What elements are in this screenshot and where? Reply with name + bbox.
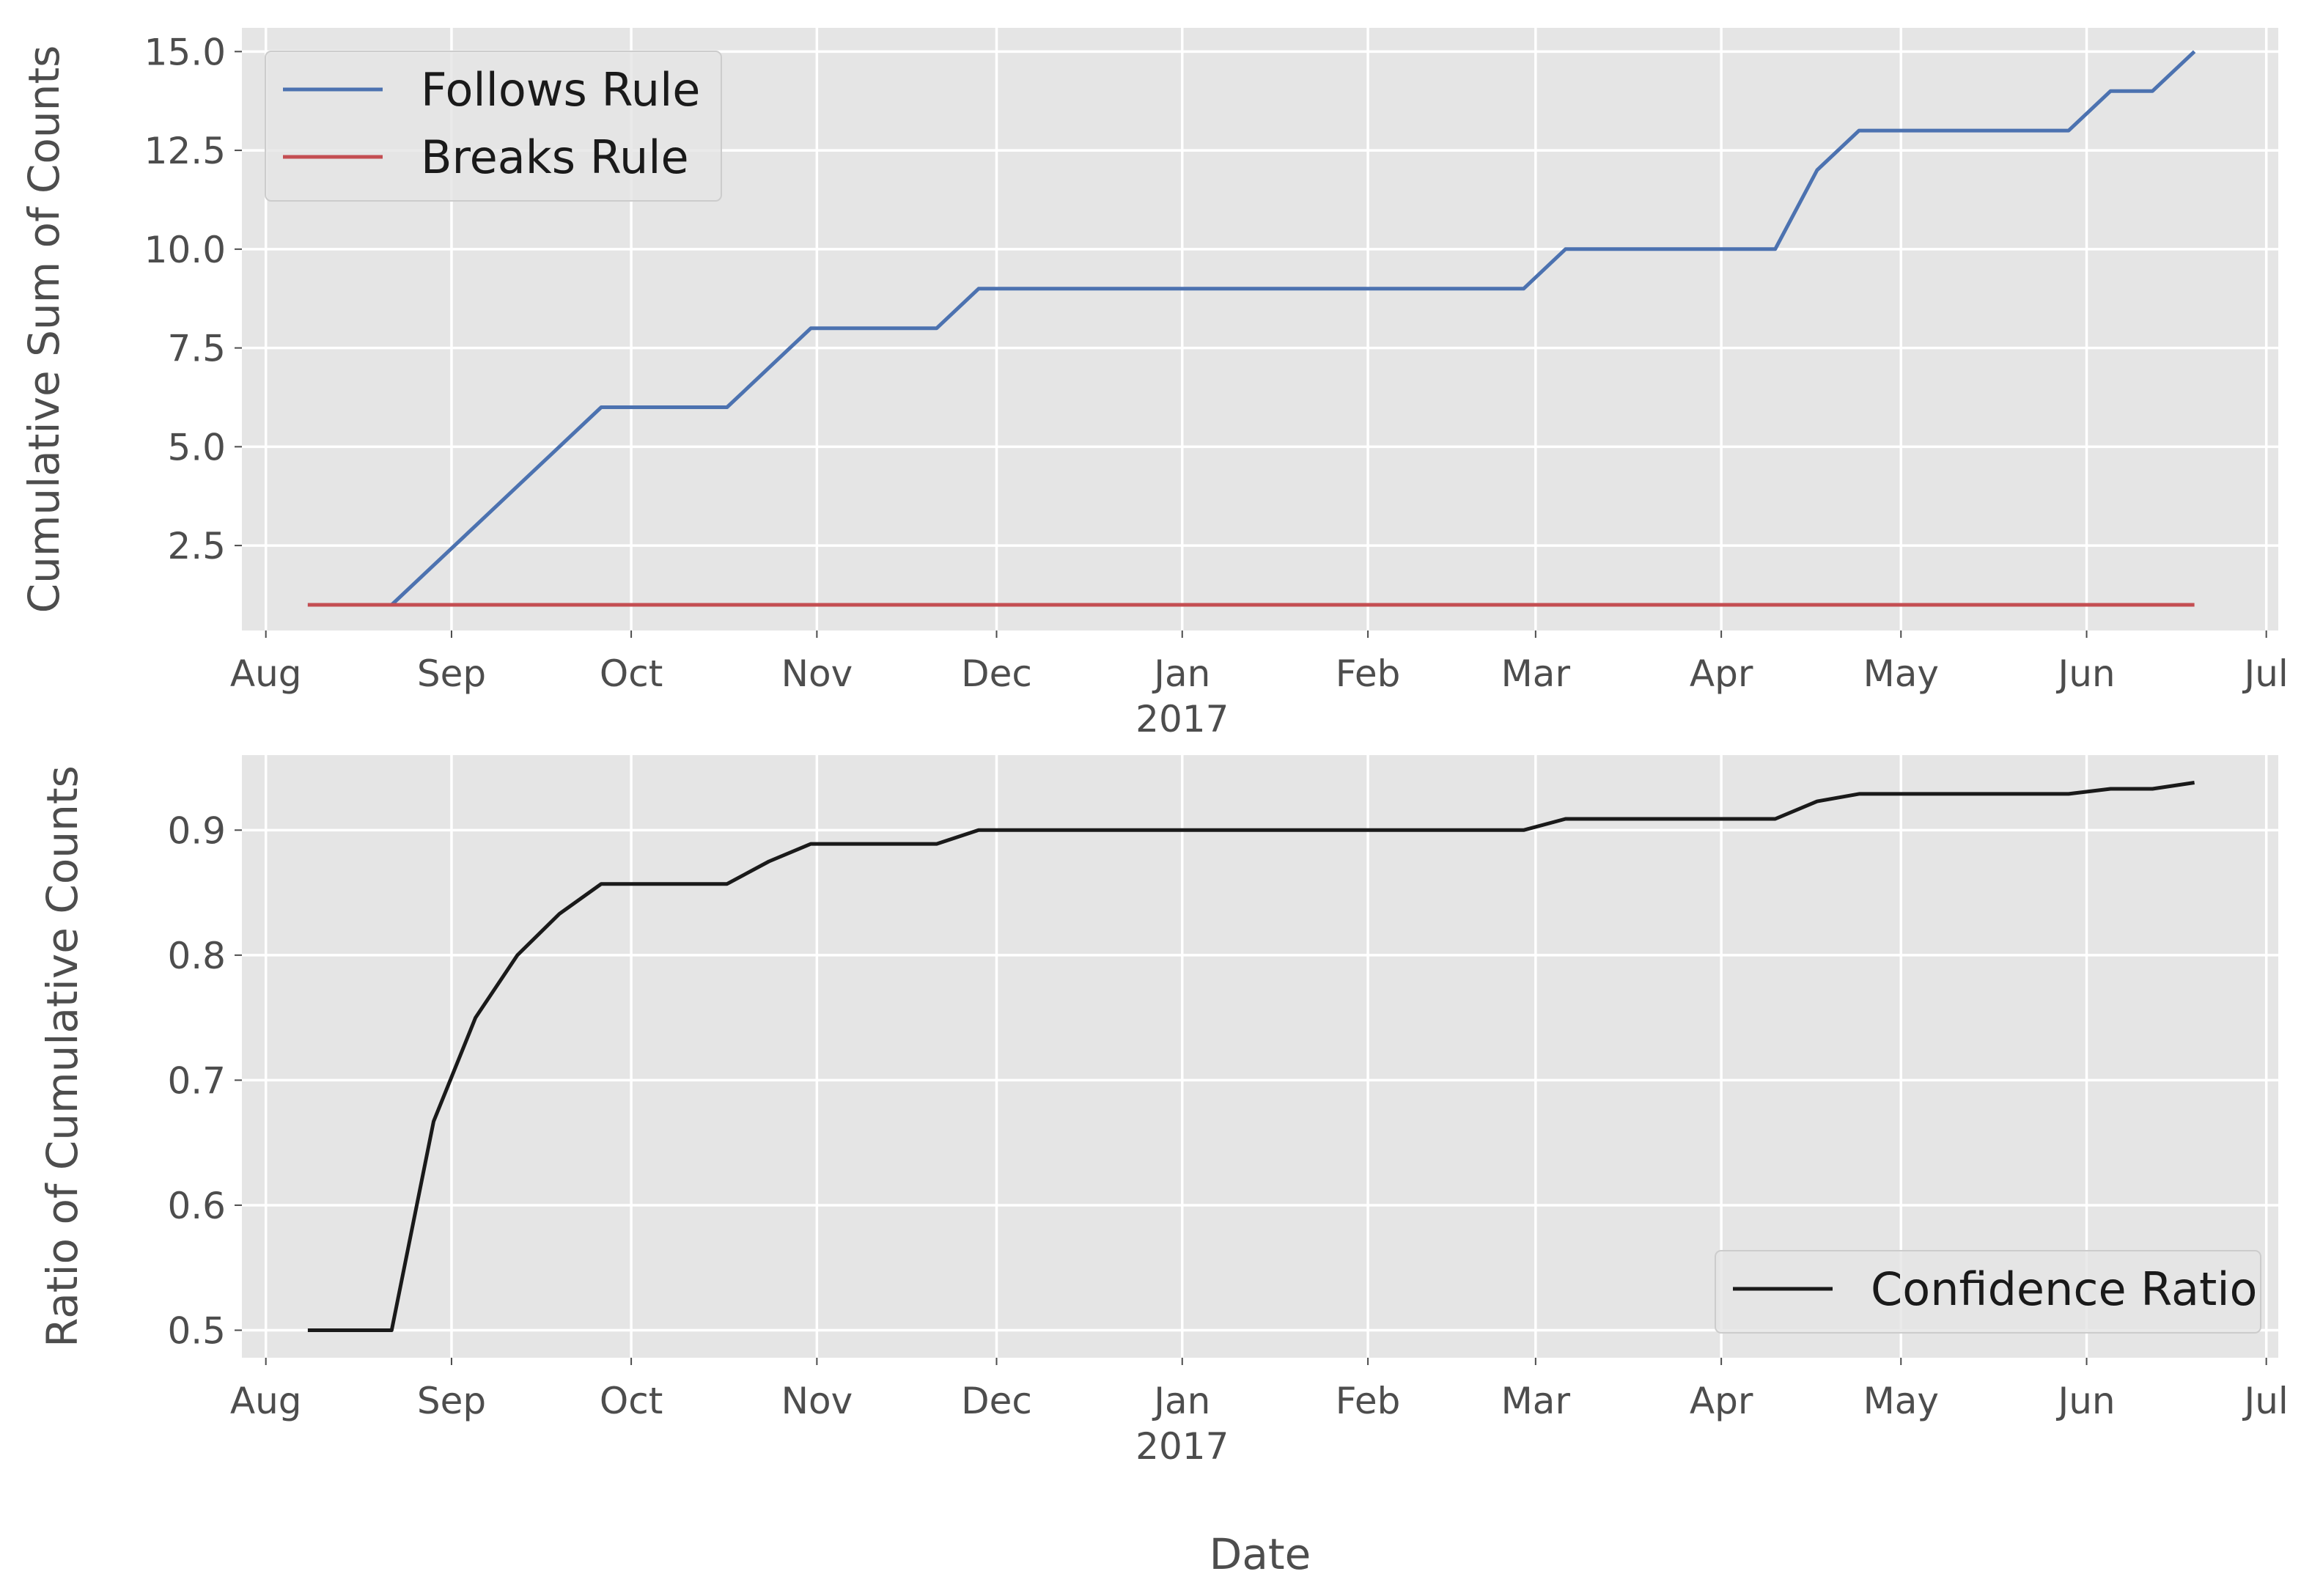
y-tick-label: 0.7: [167, 1059, 226, 1102]
x-tick-label: Apr: [1690, 652, 1753, 695]
top-x-year-label: 2017: [1135, 698, 1229, 740]
x-tick-label: May: [1863, 1380, 1939, 1422]
x-tick-label: Jan: [1152, 652, 1210, 695]
y-tick-label: 0.6: [167, 1185, 226, 1227]
top-y-ticks: 2.5 5.0 7.5 10.0 12.5 15.0: [144, 31, 242, 567]
x-tick-label: Apr: [1690, 1380, 1753, 1422]
y-tick-label: 2.5: [167, 525, 226, 567]
y-tick-label: 0.8: [167, 935, 226, 977]
x-tick-label: Feb: [1336, 1380, 1401, 1422]
bottom-x-year-label: 2017: [1135, 1425, 1229, 1468]
y-tick-label: 10.0: [144, 229, 226, 271]
x-tick-label: Jan: [1152, 1380, 1210, 1422]
legend-box: [1715, 1250, 2261, 1334]
x-tick-label: Mar: [1501, 652, 1571, 695]
legend-label: Confidence Ratio: [1871, 1262, 2257, 1316]
x-tick-label: Aug: [230, 652, 302, 695]
top-legend: Follows Rule Breaks Rule: [265, 51, 722, 202]
x-tick-label: Aug: [230, 1380, 302, 1422]
bottom-y-ticks: 0.5 0.6 0.7 0.8 0.9: [167, 809, 242, 1352]
y-tick-label: 15.0: [144, 31, 226, 73]
y-tick-label: 7.5: [167, 328, 226, 370]
x-tick-label: Jul: [2242, 652, 2288, 695]
x-tick-label: Mar: [1501, 1380, 1571, 1422]
bottom-y-axis-label: Ratio of Cumulative Counts: [37, 765, 87, 1347]
top-chart: Aug Sep Oct Nov Dec Jan Feb Mar Apr May Jun Jul 201…: [19, 28, 2289, 740]
x-tick-label: Jul: [2242, 1380, 2288, 1422]
series-line: [307, 50, 2196, 607]
bottom-chart: Aug Sep Oct Nov Dec Jan Feb Mar Apr May Jun Jul 201…: [37, 755, 2289, 1468]
x-tick-label: Sep: [417, 652, 486, 695]
series-line: [307, 781, 2195, 1332]
y-tick-label: 0.5: [167, 1309, 226, 1352]
x-tick-label: Nov: [781, 1380, 853, 1422]
y-tick-label: 5.0: [167, 426, 226, 468]
x-tick-label: Jun: [2055, 652, 2115, 695]
x-tick-label: Sep: [417, 1380, 486, 1422]
y-tick-label: 12.5: [144, 130, 226, 172]
x-tick-label: Dec: [961, 652, 1032, 695]
bottom-series: [307, 781, 2195, 1332]
top-x-ticks: Aug Sep Oct Nov Dec Jan Feb Mar Apr May Jun Jul: [230, 630, 2289, 695]
bottom-legend: Confidence Ratio: [1715, 1250, 2261, 1334]
bottom-x-ticks: Aug Sep Oct Nov Dec Jan Feb Mar Apr May Jun Jul: [230, 1358, 2289, 1422]
y-tick-label: 0.9: [167, 809, 226, 852]
x-tick-label: Feb: [1336, 652, 1401, 695]
x-tick-label: Oct: [600, 652, 663, 695]
x-tick-label: Dec: [961, 1380, 1032, 1422]
x-axis-label: Date: [1210, 1529, 1311, 1579]
x-tick-label: Oct: [600, 1380, 663, 1422]
legend-label: Follows Rule: [421, 63, 700, 117]
top-y-axis-label: Cumulative Sum of Counts: [19, 45, 69, 614]
top-series: [307, 50, 2196, 607]
x-tick-label: Jun: [2055, 1380, 2115, 1422]
x-tick-label: May: [1863, 652, 1939, 695]
x-tick-label: Nov: [781, 652, 853, 695]
legend-label: Breaks Rule: [421, 130, 689, 184]
